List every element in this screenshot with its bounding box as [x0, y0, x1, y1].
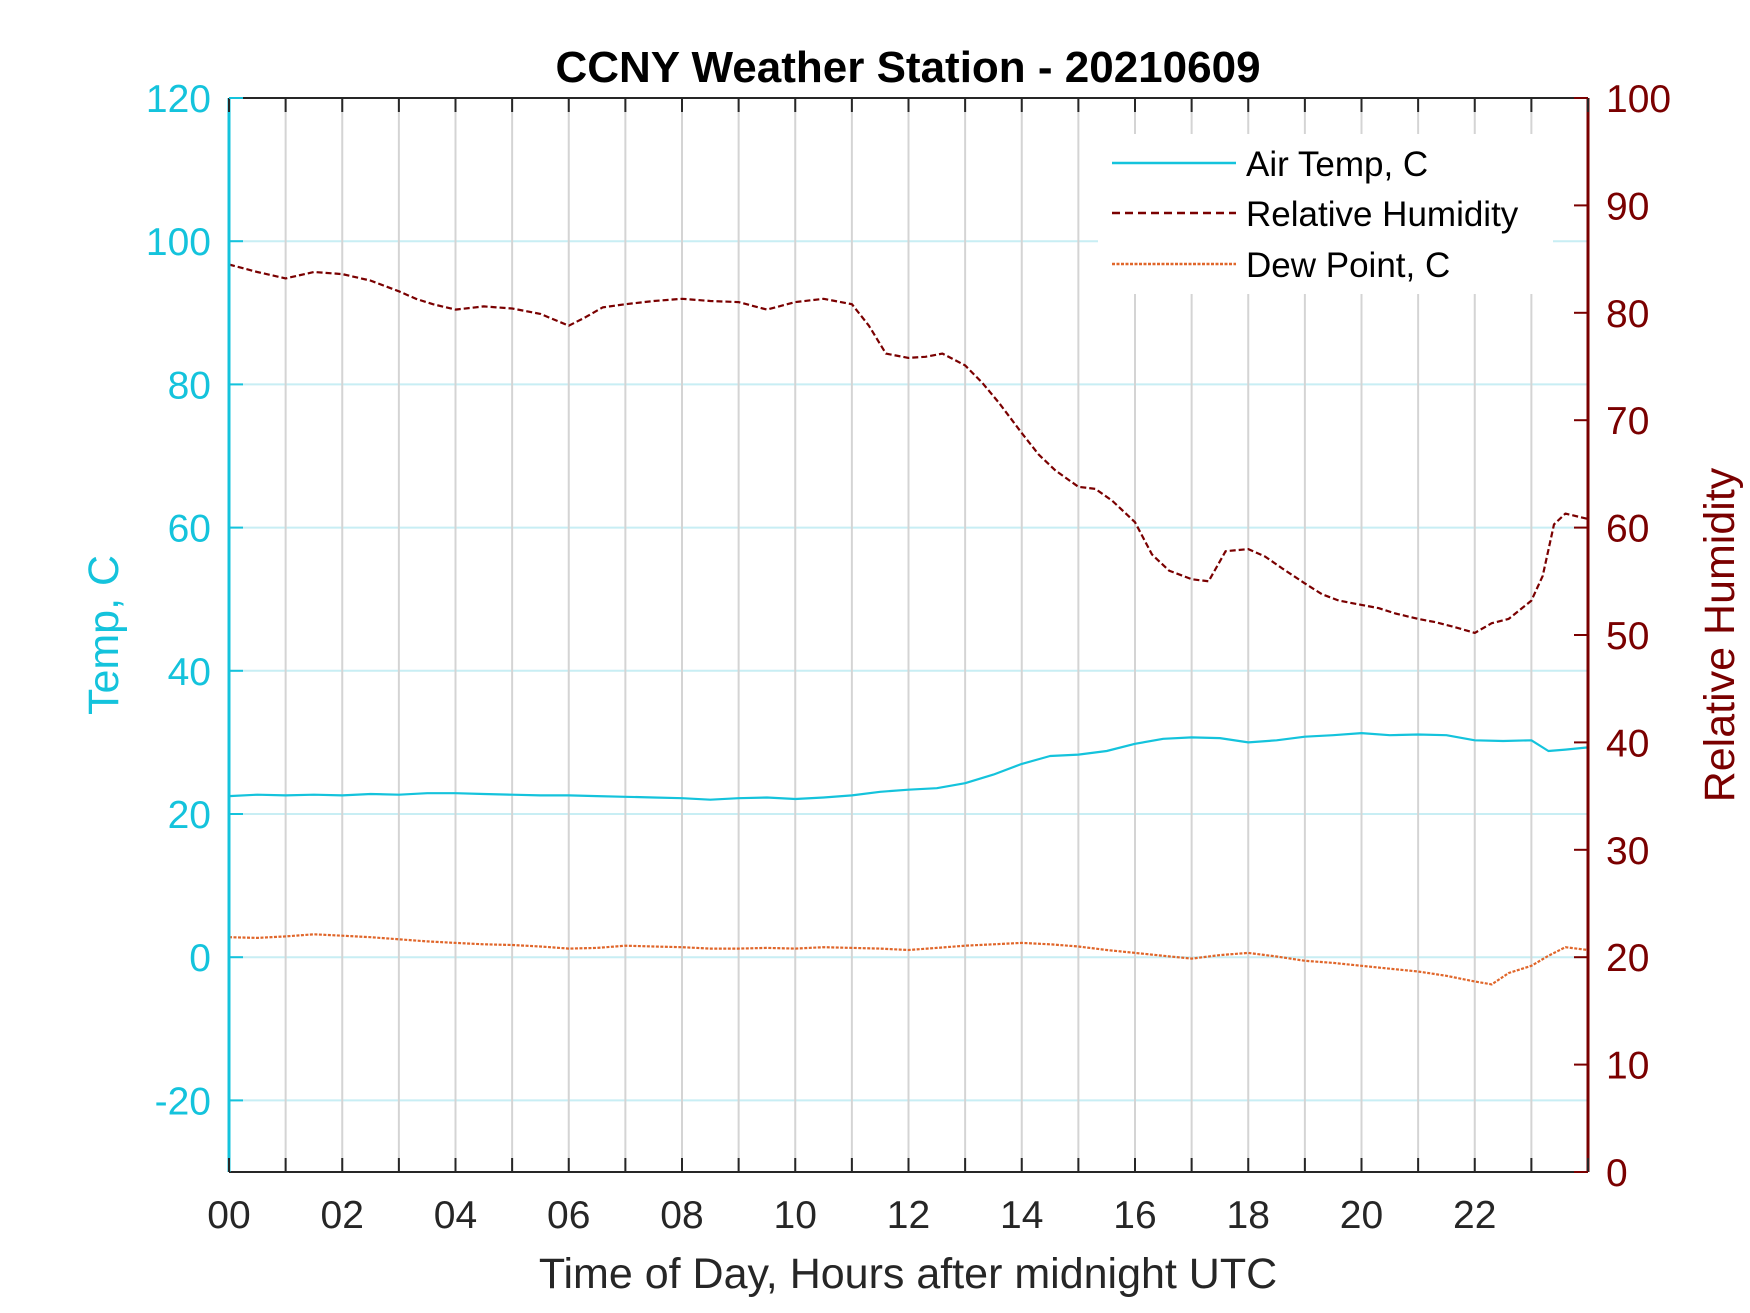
- axes: 00 02 04 06 08 10 12 14 16 18 20 22-200204060801001…: [146, 78, 1671, 1237]
- grid: [229, 97, 1588, 1172]
- x-tick-label-2: 04: [434, 1194, 477, 1237]
- y-right-tick-label-0: 0: [1606, 1152, 1628, 1195]
- y-axis-left-label: Temp, C: [80, 555, 128, 715]
- y-left-tick-label-4: 60: [168, 508, 211, 551]
- y-right-tick-label-1: 10: [1606, 1045, 1649, 1088]
- legend-label-air-temp: Air Temp, C: [1246, 145, 1428, 184]
- y-left-tick-label-6: 100: [146, 221, 211, 264]
- legend: Air Temp, C Relative Humidity Dew Point,…: [1098, 134, 1553, 294]
- y-left-tick-label-5: 80: [168, 364, 211, 407]
- x-tick-label-4: 08: [660, 1194, 703, 1237]
- y-right-tick-label-8: 80: [1606, 293, 1649, 336]
- y-right-tick-label-6: 60: [1606, 508, 1649, 551]
- x-tick-label-9: 18: [1227, 1194, 1270, 1237]
- x-tick-label-5: 10: [774, 1194, 817, 1237]
- y-left-tick-label-7: 120: [146, 78, 211, 121]
- y-right-tick-label-7: 70: [1606, 400, 1649, 443]
- chart-title: CCNY Weather Station - 20210609: [555, 43, 1260, 92]
- x-tick-label-1: 02: [321, 1194, 364, 1237]
- y-left-tick-label-0: -20: [155, 1080, 211, 1123]
- x-tick-label-10: 20: [1340, 1194, 1383, 1237]
- series-relative-humidity-line: [228, 263, 1589, 635]
- y-left-tick-label-3: 40: [168, 651, 211, 694]
- y-right-tick-label-2: 20: [1606, 937, 1649, 980]
- legend-box: [1098, 134, 1553, 294]
- y-axis-right-label: Relative Humidity: [1696, 467, 1744, 802]
- x-tick-label-11: 22: [1453, 1194, 1496, 1237]
- x-tick-label-0: 00: [207, 1194, 250, 1237]
- series-dew-point-line: [228, 933, 1589, 986]
- legend-label-dew-point: Dew Point, C: [1246, 246, 1450, 285]
- legend-label-relative-humidity: Relative Humidity: [1246, 195, 1519, 234]
- series-air-temp-line: [228, 731, 1589, 801]
- series-group: [228, 263, 1589, 986]
- x-tick-label-3: 06: [547, 1194, 590, 1237]
- y-right-tick-label-9: 90: [1606, 185, 1649, 228]
- x-tick-label-7: 14: [1000, 1194, 1043, 1237]
- x-tick-label-8: 16: [1113, 1194, 1156, 1237]
- y-right-tick-label-4: 40: [1606, 722, 1649, 765]
- y-right-tick-label-3: 30: [1606, 830, 1649, 873]
- y-left-tick-label-1: 0: [189, 937, 211, 980]
- y-right-tick-label-5: 50: [1606, 615, 1649, 658]
- y-right-tick-label-10: 100: [1606, 78, 1671, 121]
- y-left-tick-label-2: 20: [168, 794, 211, 837]
- x-tick-label-6: 12: [887, 1194, 930, 1237]
- x-axis-label: Time of Day, Hours after midnight UTC: [539, 1250, 1277, 1298]
